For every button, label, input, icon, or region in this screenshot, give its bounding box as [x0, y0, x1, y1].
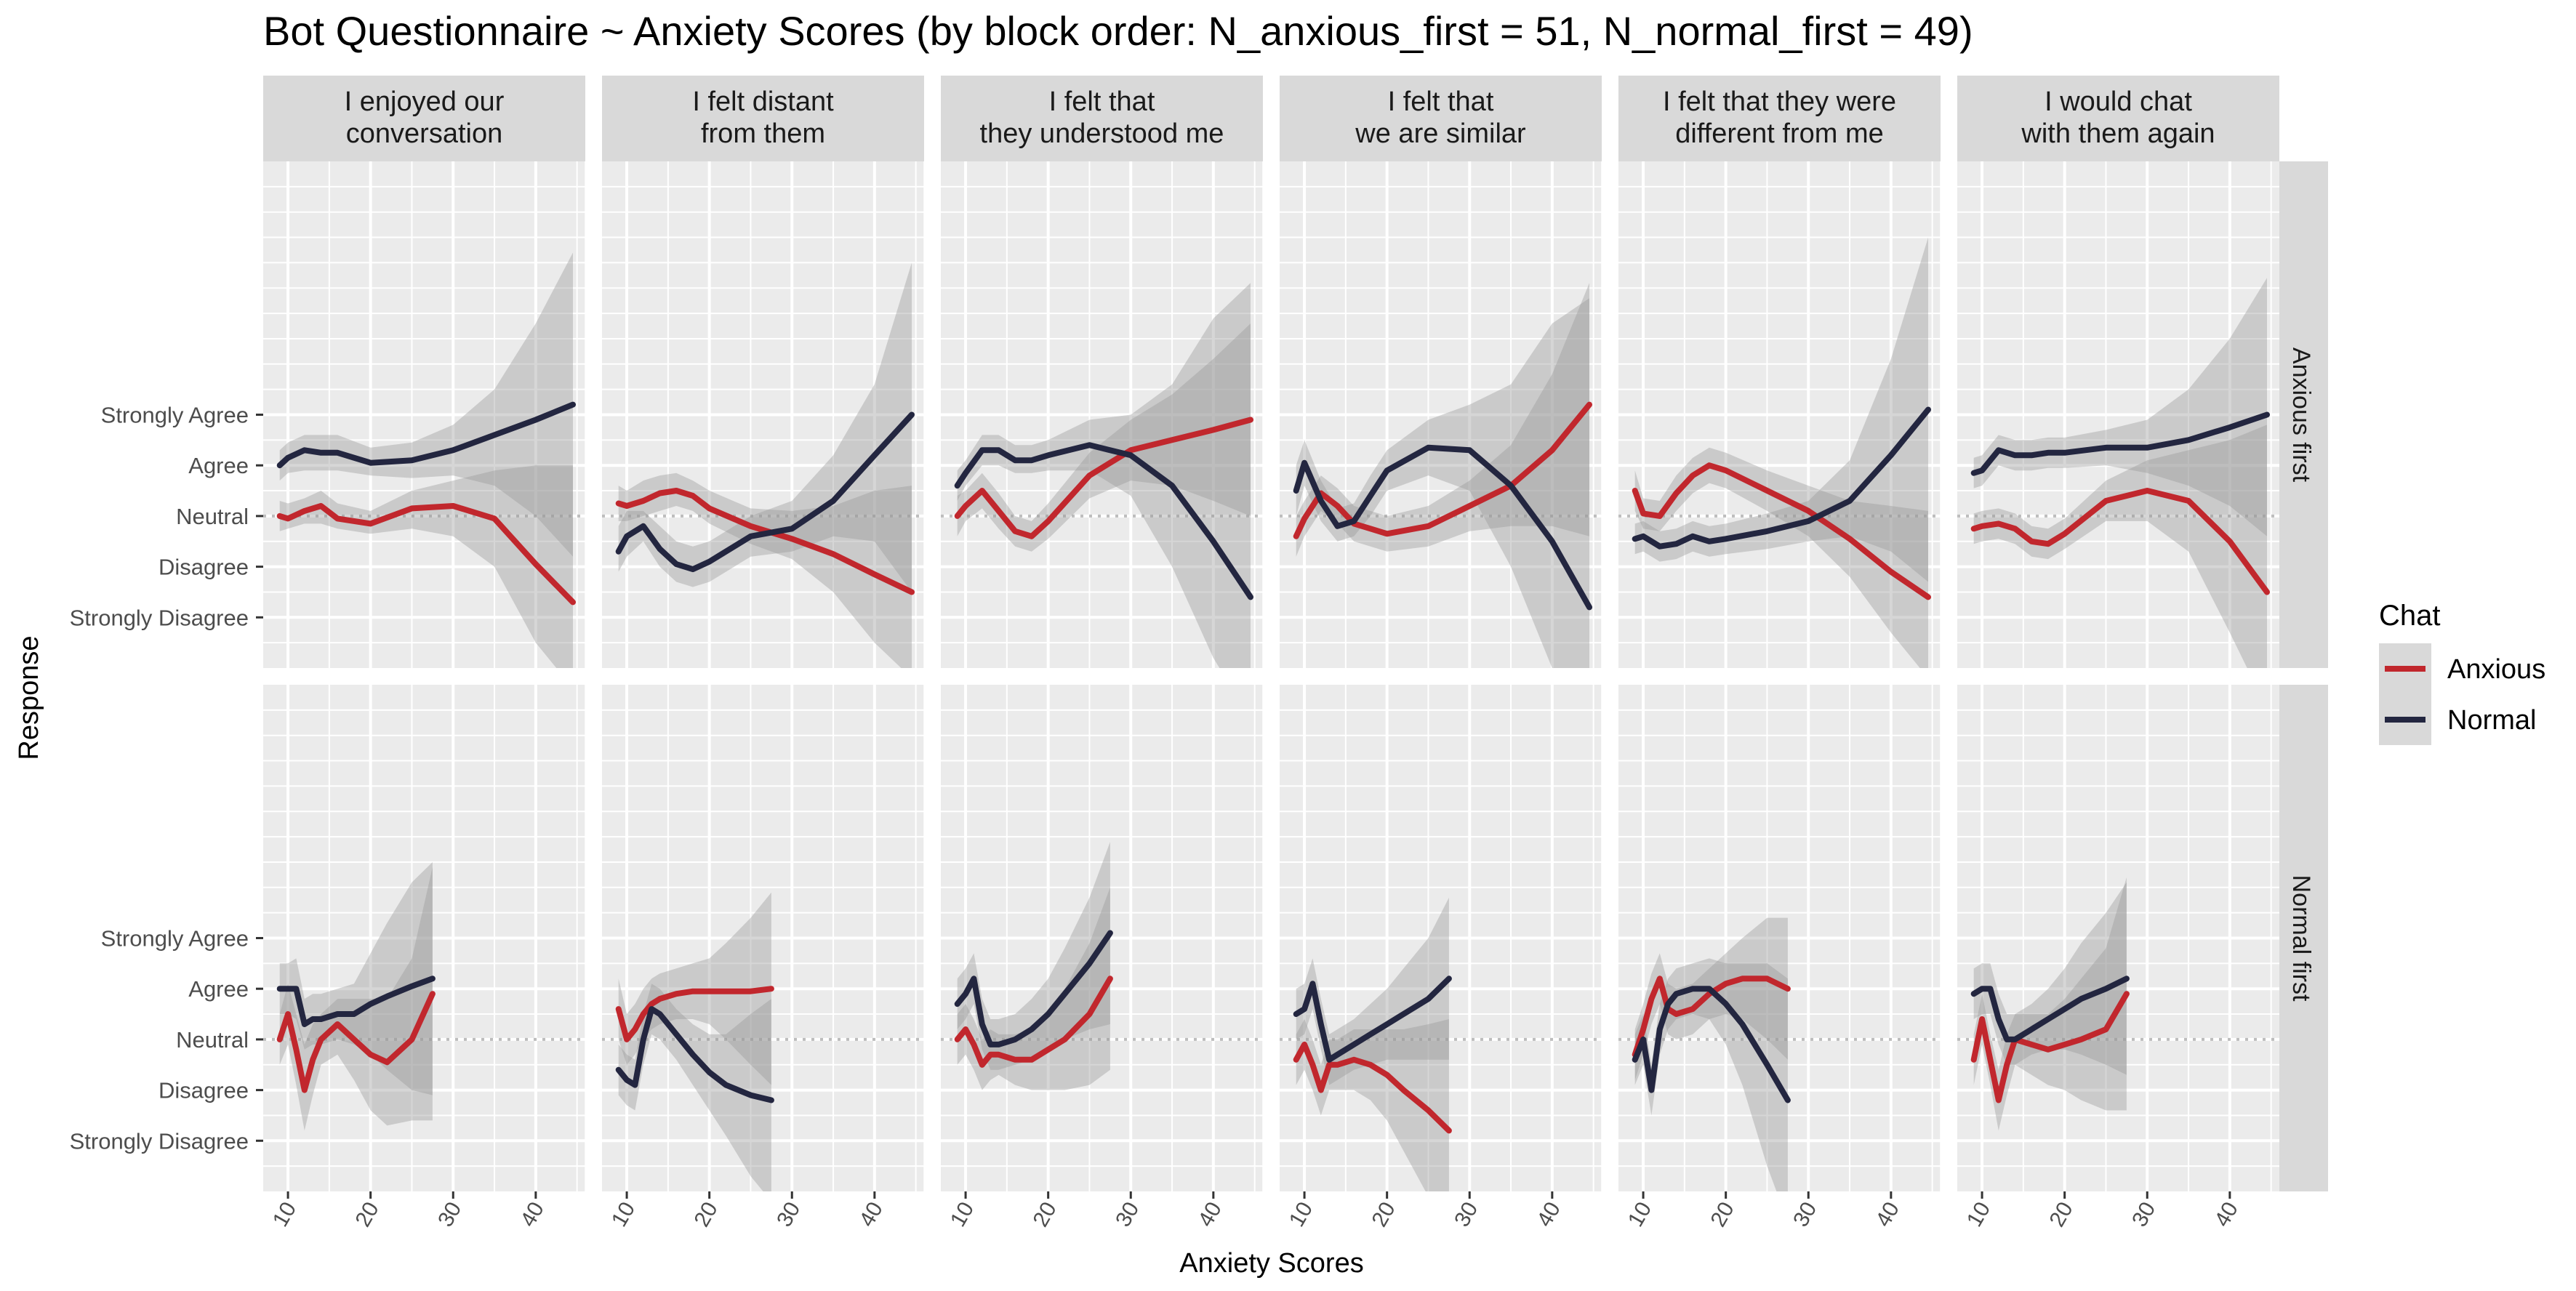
confidence-band-normal: [279, 252, 573, 557]
confidence-band-normal: [1296, 298, 1589, 668]
confidence-band-normal: [1973, 882, 2127, 1075]
column-strip-label: I would chat with them again: [2021, 87, 2215, 149]
confidence-band-normal: [957, 283, 1251, 668]
series-line-normal: [276, 976, 436, 1027]
column-strip-label: I felt distant from them: [692, 87, 834, 149]
confidence-band-anxious: [279, 866, 433, 1131]
series-line-normal: [1970, 411, 2270, 476]
series-line-anxious: [1970, 488, 2270, 595]
facet-panel: 10 20 30 40: [1262, 685, 1602, 1231]
column-strip: I felt that they were different from me: [1618, 76, 1941, 161]
column-strip-label: I enjoyed our conversation: [345, 87, 505, 149]
series-line-anxious: [954, 417, 1253, 539]
y-tick-label: Disagree: [159, 555, 249, 580]
series-line-normal: [954, 442, 1253, 600]
confidence-band-normal: [618, 984, 771, 1191]
y-tick-label: Strongly Disagree: [70, 1128, 249, 1154]
series-line-normal: [1632, 406, 1931, 550]
series-line-anxious: [615, 488, 915, 595]
chart-title: Bot Questionnaire ~ Anxiety Scores (by b…: [263, 8, 1973, 54]
series-line-normal: [276, 401, 576, 469]
series-line-anxious: [615, 986, 774, 1042]
confidence-band-normal: [1973, 278, 2267, 536]
confidence-band-anxious: [1973, 877, 2127, 1131]
row-strip-label: Normal first: [2287, 875, 2315, 1002]
facet-panel: [585, 161, 924, 668]
column-strip: I enjoyed our conversation: [263, 76, 585, 161]
series-line-normal: [1632, 986, 1791, 1103]
y-tick-label: Neutral: [176, 1027, 249, 1053]
legend-title: Chat: [2379, 600, 2441, 632]
y-tick-label: Agree: [188, 976, 249, 1002]
row-strip: Anxious first: [2276, 161, 2328, 668]
column-strip: I felt that we are similar: [1280, 76, 1602, 161]
column-strip: I felt distant from them: [602, 76, 924, 161]
legend-label: Anxious: [2447, 654, 2545, 685]
facet-panel: 10 20 30 40: [585, 685, 924, 1231]
y-tick-label: Disagree: [159, 1078, 249, 1103]
series-line-normal: [615, 411, 915, 573]
series-line-normal: [615, 1006, 774, 1103]
y-tick-label: Strongly Agree: [101, 403, 249, 428]
row-strip-label: Anxious first: [2287, 347, 2315, 483]
confidence-band-anxious: [957, 887, 1110, 1090]
column-strip-label: I felt that they understood me: [980, 87, 1224, 149]
series-line-anxious: [1970, 991, 2130, 1103]
column-strip: I would chat with them again: [1957, 76, 2279, 161]
facet-panel: 10 20 30 40: [1940, 685, 2279, 1231]
column-strip-label: I felt that they were different from me: [1663, 87, 1896, 149]
row-strip: Normal first: [2276, 685, 2328, 1191]
y-tick-label: Agree: [188, 453, 249, 478]
series-line-normal: [1293, 976, 1452, 1063]
confidence-band-anxious: [618, 472, 912, 668]
column-strip-label: I felt that we are similar: [1355, 87, 1526, 149]
confidence-band-normal: [957, 842, 1110, 1070]
confidence-band-normal: [618, 262, 912, 592]
confidence-band-anxious: [1634, 917, 1788, 1080]
facet-panel: [1940, 161, 2279, 668]
legend-label: Normal: [2447, 705, 2536, 736]
facet-panel: [923, 161, 1263, 668]
confidence-band-anxious: [279, 465, 573, 668]
series-line-anxious: [1293, 1041, 1452, 1134]
column-strip: I felt that they understood me: [941, 76, 1263, 161]
y-tick-label: Strongly Agree: [101, 926, 249, 952]
confidence-band-normal: [1296, 897, 1449, 1085]
legend-item-anxious: Anxious: [2379, 643, 2545, 694]
facet-panels: I enjoyed our conversation I felt distant f…: [70, 76, 2328, 1231]
series-line-anxious: [276, 991, 436, 1093]
confidence-band-anxious: [1973, 425, 2267, 668]
facet-panel: Strongly Disagree Disagree Neutral Agree Str…: [70, 161, 585, 668]
x-axis-label: Anxiety Scores: [1179, 1248, 1363, 1279]
series-line-normal: [1293, 444, 1592, 611]
confidence-band-normal: [1634, 958, 1788, 1191]
series-line-normal: [1970, 976, 2130, 1042]
y-tick-label: Neutral: [176, 504, 249, 529]
facet-panel: [1262, 161, 1602, 668]
confidence-band-normal: [279, 862, 433, 1095]
facet-panel: 10 20 30 40: [1601, 685, 1941, 1231]
series-line-anxious: [954, 976, 1113, 1068]
series-line-anxious: [1632, 976, 1791, 1058]
facet-panel: 10 20 30 40: [923, 685, 1263, 1231]
series-line-anxious: [276, 503, 576, 606]
confidence-band-anxious: [1634, 447, 1928, 668]
y-tick-label: Strongly Disagree: [70, 605, 249, 630]
legend-item-normal: Normal: [2379, 694, 2536, 745]
y-axis-label: Response: [14, 635, 44, 760]
series-line-normal: [954, 930, 1113, 1047]
series-line-anxious: [1632, 462, 1931, 600]
facet-panel: [1601, 161, 1941, 668]
